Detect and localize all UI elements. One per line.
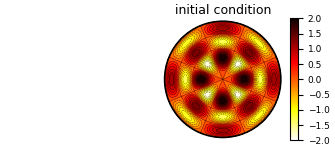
Title: initial condition: initial condition [175, 4, 271, 17]
